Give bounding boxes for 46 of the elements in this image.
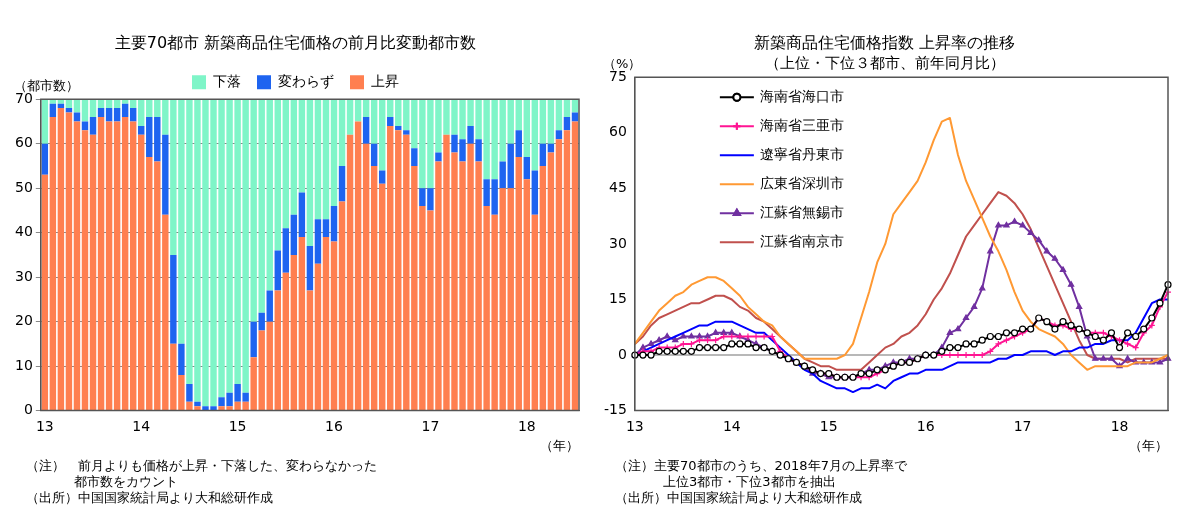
legend-label: 江蘇省無錫市 <box>759 203 844 220</box>
y-tick-label: 50 <box>14 178 33 195</box>
x-axis-title: （年） <box>540 437 579 453</box>
y-axis-title: （%） <box>603 56 642 72</box>
text: （注） 前月よりも価格が上昇・下落した、変わらなかった <box>26 458 378 474</box>
x-tick-label: 18 <box>1110 417 1129 434</box>
legend-label: 下落 <box>213 72 241 89</box>
legend-label: 変わらず <box>278 72 334 89</box>
legend-label: 上昇 <box>371 72 399 89</box>
text: 上位3都市・下位3都市を抽出 <box>662 474 837 490</box>
text: （出所）中国国家統計局より大和総研作成 <box>26 490 274 506</box>
chart-subtitle: （上位・下位３都市、前年同月比） <box>764 54 1005 73</box>
x-tick-label: 14 <box>132 417 151 434</box>
x-tick-label: 16 <box>916 417 935 434</box>
y-tick-label: 30 <box>609 234 627 251</box>
y-tick-label: 10 <box>14 356 33 373</box>
legend-label: 江蘇省南京市 <box>759 232 844 249</box>
x-tick-label: 14 <box>722 417 741 434</box>
chart-title: 新築商品住宅価格指数 上昇率の推移 <box>753 32 1016 52</box>
text: （注）主要70都市のうち、2018年7月の上昇率で <box>615 458 908 474</box>
x-tick-label: 16 <box>325 417 343 434</box>
y-tick-label: 20 <box>14 312 33 329</box>
chart-title: 主要70都市 新築商品住宅価格の前月比変動都市数 <box>114 32 477 52</box>
legend-label: 海南省海口市 <box>759 87 844 104</box>
legend-label: 遼寧省丹東市 <box>759 145 844 162</box>
x-tick-label: 17 <box>1013 417 1032 434</box>
x-axis-title: （年） <box>1129 437 1168 453</box>
x-tick-label: 15 <box>228 417 247 434</box>
y-tick-label: 0 <box>23 401 33 418</box>
y-tick-label: 45 <box>609 178 627 195</box>
legend-label: 広東省深圳市 <box>759 174 844 191</box>
y-tick-label: 15 <box>609 290 627 307</box>
y-tick-label: 0 <box>617 345 627 362</box>
y-tick-label: 60 <box>609 123 627 140</box>
x-tick-label: 18 <box>517 417 536 434</box>
x-tick-label: 17 <box>421 417 440 434</box>
y-tick-label: -15 <box>603 401 627 418</box>
y-tick-label: 30 <box>14 267 33 284</box>
text: （出所）中国国家統計局より大和総研作成 <box>615 490 863 506</box>
legend-label: 海南省三亜市 <box>759 116 844 133</box>
y-tick-label: 40 <box>14 223 33 240</box>
x-tick-label: 15 <box>819 417 838 434</box>
x-tick-label: 13 <box>625 417 644 434</box>
x-tick-label: 13 <box>35 417 54 434</box>
text: 都市数をカウント <box>73 474 179 490</box>
y-tick-label: 60 <box>14 134 33 151</box>
